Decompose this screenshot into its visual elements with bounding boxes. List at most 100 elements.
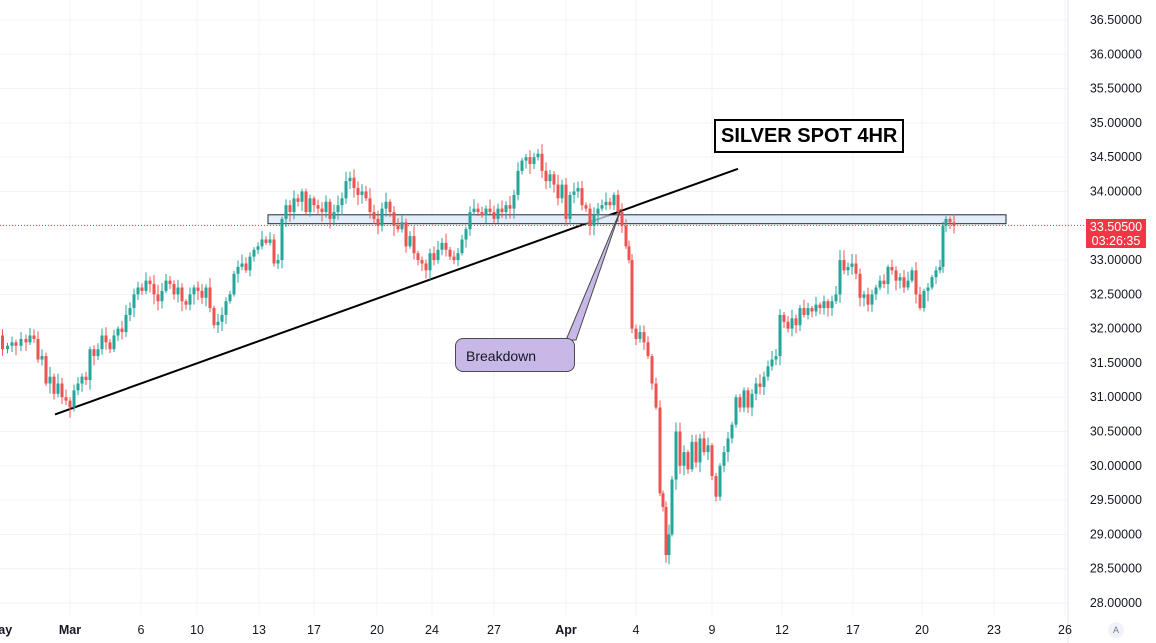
candle-body xyxy=(786,321,790,329)
candle-body xyxy=(6,345,9,350)
candle-body xyxy=(72,390,76,408)
candles-layer xyxy=(1,144,956,565)
candle-body xyxy=(902,277,906,288)
candle-body xyxy=(842,260,846,271)
candle-body xyxy=(674,431,678,480)
candle-body xyxy=(204,287,208,298)
y-tick-label: 34.00000 xyxy=(1090,184,1142,198)
candle-body xyxy=(941,225,945,267)
candle-body xyxy=(758,383,762,387)
x-tick-label: 9 xyxy=(709,623,716,637)
x-tick-label: 10 xyxy=(190,623,204,637)
candle-body xyxy=(176,287,180,295)
candle-body xyxy=(862,294,866,298)
candle-body xyxy=(830,301,834,309)
candle-body xyxy=(870,294,874,305)
candle-body xyxy=(404,222,408,247)
candle-body xyxy=(710,445,714,477)
candle-body xyxy=(520,160,524,171)
candle-body xyxy=(886,266,890,285)
candle-body xyxy=(144,280,148,291)
resistance-zone-layer xyxy=(267,214,1007,225)
candle-body xyxy=(627,246,631,261)
candle-body xyxy=(320,208,324,213)
candle-body xyxy=(944,218,948,226)
candle-body xyxy=(196,287,200,291)
candle-body xyxy=(128,308,132,315)
candle-body xyxy=(360,191,364,195)
candle-body xyxy=(428,253,432,271)
candle-body xyxy=(802,308,806,315)
x-tick-label: 6 xyxy=(138,623,145,637)
candle-body xyxy=(252,249,256,257)
candle-body xyxy=(200,290,204,298)
candle-body xyxy=(56,383,60,394)
candle-body xyxy=(556,184,560,199)
breakdown-annotation[interactable]: Breakdown xyxy=(455,338,575,372)
candle-body xyxy=(92,349,96,357)
candle-body xyxy=(934,270,938,278)
candle-body xyxy=(642,332,646,343)
candle-body xyxy=(420,260,424,264)
candle-body xyxy=(638,332,642,339)
y-tick-label: 32.50000 xyxy=(1090,287,1142,301)
candle-body xyxy=(806,308,810,315)
candle-body xyxy=(778,314,782,357)
candle-body xyxy=(316,205,320,209)
x-tick-label: 17 xyxy=(846,623,860,637)
resistance-zone xyxy=(267,214,1007,225)
candle-body xyxy=(124,314,128,333)
candle-body xyxy=(528,157,532,165)
candle-body xyxy=(304,191,308,213)
y-tick-label: 35.50000 xyxy=(1090,82,1142,96)
candle-body xyxy=(80,376,84,384)
x-tick-label: 4 xyxy=(633,623,640,637)
candle-body xyxy=(952,222,956,226)
candle-body xyxy=(432,253,436,261)
candle-body xyxy=(686,452,690,470)
candle-body xyxy=(524,157,528,161)
candle-body xyxy=(216,321,220,326)
candle-body xyxy=(790,318,794,329)
candle-body xyxy=(324,201,328,213)
candle-body xyxy=(488,208,492,213)
candle-body xyxy=(468,212,472,230)
candle-body xyxy=(616,194,620,213)
candle-body xyxy=(164,280,168,291)
x-axis[interactable]: Mar 6 10 13 17 20 24 27 Apr 4 9 12 17 20 23 26 May xyxy=(0,623,1072,637)
candle-body xyxy=(308,198,312,213)
candle-body xyxy=(746,390,750,408)
y-tick-label: 30.50000 xyxy=(1090,425,1142,439)
candle-body xyxy=(580,188,584,206)
y-tick-label: 36.50000 xyxy=(1090,13,1142,27)
candle-body xyxy=(698,438,702,463)
auto-scale-button[interactable]: A xyxy=(1108,622,1124,638)
candle-body xyxy=(742,390,746,408)
candle-body xyxy=(726,438,730,453)
y-tick-label: 31.00000 xyxy=(1090,390,1142,404)
candle-body xyxy=(866,294,870,305)
candle-body xyxy=(440,242,444,250)
candle-body xyxy=(508,205,512,209)
candle-body xyxy=(834,294,838,302)
candle-body xyxy=(388,201,392,213)
candle-body xyxy=(770,359,774,367)
candle-body xyxy=(702,438,706,453)
y-axis[interactable]: 36.50000 36.00000 35.50000 35.00000 34.50000… xyxy=(1090,13,1142,610)
x-tick-label: 26 xyxy=(1058,623,1072,637)
candle-body xyxy=(148,280,152,285)
candle-body xyxy=(424,263,428,271)
candle-body xyxy=(152,284,156,295)
candle-body xyxy=(332,212,336,219)
candle-body xyxy=(922,290,926,309)
candle-body xyxy=(630,260,634,329)
grid-lines xyxy=(0,0,1069,643)
candle-body xyxy=(28,335,32,343)
candle-body xyxy=(854,263,858,274)
candle-body xyxy=(452,256,456,261)
candle-body xyxy=(910,270,914,281)
candle-body xyxy=(396,225,400,230)
candle-body xyxy=(926,287,930,291)
y-tick-label: 36.00000 xyxy=(1090,47,1142,61)
